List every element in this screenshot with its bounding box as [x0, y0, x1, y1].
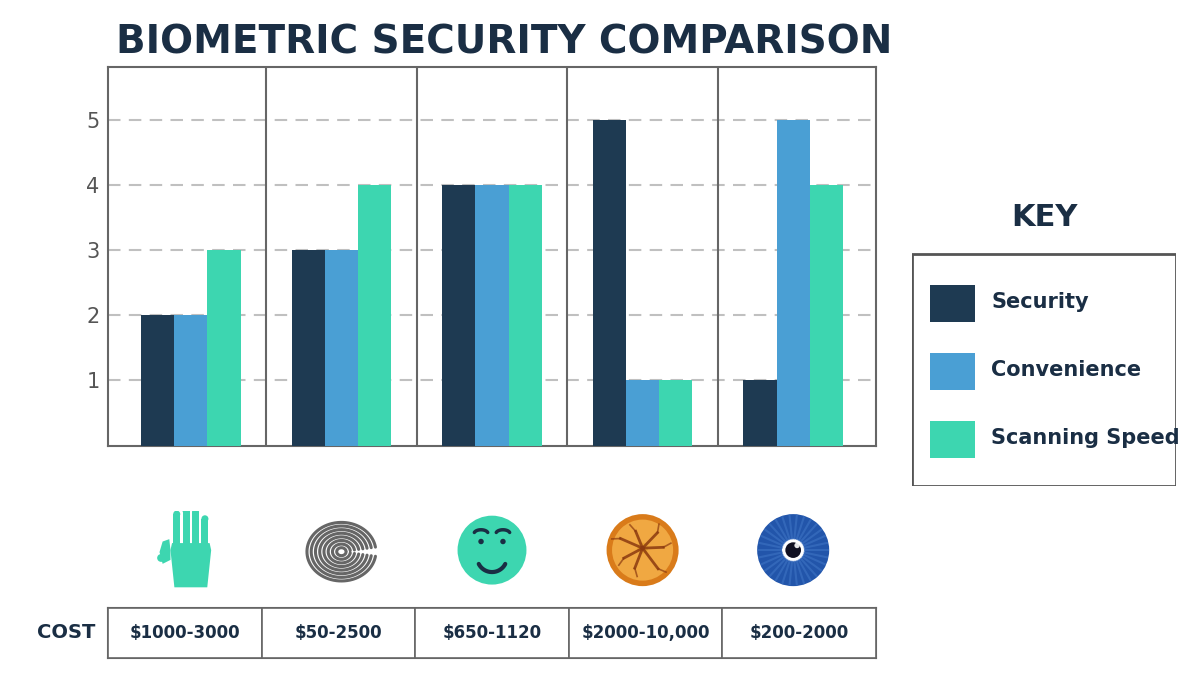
Circle shape	[637, 543, 648, 554]
Circle shape	[500, 539, 505, 544]
Polygon shape	[170, 543, 211, 587]
Text: Security: Security	[991, 292, 1088, 312]
FancyBboxPatch shape	[930, 285, 976, 321]
Circle shape	[794, 543, 800, 548]
Bar	[509, 185, 541, 446]
Polygon shape	[160, 539, 170, 564]
Circle shape	[157, 554, 164, 562]
Bar	[208, 250, 240, 446]
Text: COST: COST	[37, 623, 95, 643]
Text: $2000-10,000: $2000-10,000	[581, 624, 710, 642]
Circle shape	[757, 514, 829, 586]
Circle shape	[479, 539, 484, 544]
Text: BIOMETRIC SECURITY COMPARISON: BIOMETRIC SECURITY COMPARISON	[116, 24, 892, 61]
Bar	[659, 380, 692, 446]
Circle shape	[457, 516, 527, 585]
FancyBboxPatch shape	[930, 353, 976, 389]
Circle shape	[202, 515, 209, 522]
Bar	[358, 185, 391, 446]
Polygon shape	[182, 511, 190, 546]
Circle shape	[782, 539, 804, 562]
FancyBboxPatch shape	[930, 421, 976, 458]
Text: $200-2000: $200-2000	[750, 624, 848, 642]
Circle shape	[612, 520, 673, 580]
Text: $1000-3000: $1000-3000	[130, 624, 240, 642]
Text: Scanning Speed: Scanning Speed	[991, 428, 1180, 448]
Bar	[325, 250, 358, 446]
Bar	[626, 380, 659, 446]
Circle shape	[785, 542, 802, 558]
FancyBboxPatch shape	[912, 254, 1176, 486]
Polygon shape	[173, 514, 180, 545]
Bar	[443, 185, 475, 446]
Circle shape	[192, 509, 199, 516]
Bar	[174, 315, 208, 446]
Bar	[292, 250, 325, 446]
Text: $50-2500: $50-2500	[294, 624, 383, 642]
Bar	[475, 185, 509, 446]
Bar	[776, 119, 810, 446]
Circle shape	[182, 508, 190, 514]
Circle shape	[641, 546, 644, 551]
Polygon shape	[192, 512, 199, 546]
Bar	[810, 185, 842, 446]
Circle shape	[173, 510, 180, 518]
Bar	[142, 315, 174, 446]
Text: Convenience: Convenience	[991, 360, 1141, 380]
Bar	[744, 380, 776, 446]
Text: KEY: KEY	[1010, 202, 1078, 232]
Text: $650-1120: $650-1120	[443, 624, 541, 642]
Polygon shape	[202, 519, 209, 545]
Circle shape	[606, 514, 679, 586]
Bar	[593, 119, 626, 446]
